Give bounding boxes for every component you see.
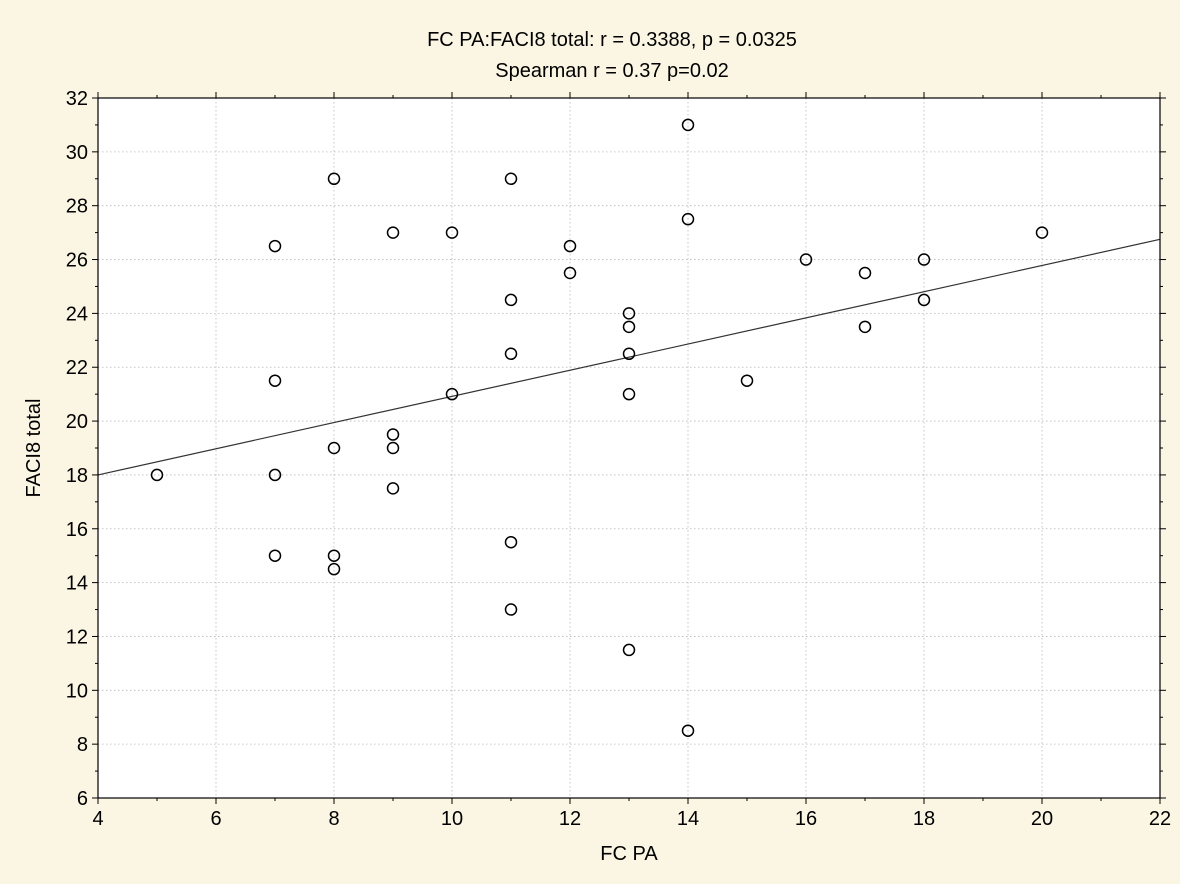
data-point [386,441,400,455]
regression-line [97,238,1161,476]
y-tick-label: 20 [66,411,88,433]
y-tick-label: 24 [66,303,88,325]
data-point [504,172,518,186]
data-point [327,549,341,562]
data-point [268,468,282,482]
data-point [327,441,341,455]
x-tick-label: 10 [441,808,463,830]
regression-line-group [97,238,1161,476]
chart-subtitle: Spearman r = 0.37 p=0.02 [495,60,729,82]
x-tick-label: 20 [1031,808,1053,830]
data-point [799,253,813,266]
y-tick-label: 26 [66,250,88,272]
data-point [858,320,872,334]
y-tick-label: 22 [66,357,88,379]
data-point [917,253,931,266]
grid-lines [98,98,1160,798]
x-tick-label: 12 [559,808,581,830]
y-tick-label: 30 [66,142,88,164]
data-point [622,307,636,320]
data-points [150,118,1049,737]
data-point [681,118,695,132]
y-tick-label: 10 [66,680,88,702]
data-point [917,293,931,307]
data-point [268,374,282,387]
x-tick-label: 6 [210,808,221,830]
data-point [504,347,518,361]
data-point [622,387,636,401]
data-point [681,212,695,226]
data-point [327,562,341,576]
data-point [622,320,636,334]
y-tick-label: 14 [66,573,88,595]
y-tick-label: 32 [66,88,88,110]
data-point [386,226,400,239]
data-point [268,549,282,562]
x-tick-label: 8 [328,808,339,830]
data-point [563,239,577,253]
data-point [150,468,164,482]
data-point [504,535,518,549]
data-point [1035,226,1049,239]
data-point [445,387,459,401]
data-point [563,266,577,280]
x-axis-label: FC PA [600,843,658,865]
y-tick-label: 12 [66,626,88,648]
data-point [622,643,636,657]
x-tick-label: 4 [92,808,103,830]
x-tick-label: 22 [1149,808,1171,830]
y-tick-label: 28 [66,196,88,218]
y-tick-label: 8 [77,734,88,756]
data-point [858,266,872,280]
data-point [504,603,518,616]
data-point [622,347,636,361]
y-axis-label: FACI8 total [23,399,45,498]
data-point [504,293,518,307]
axes: 4 6 8 10 12 14 16 18 20 2268101214161820222426283… [66,88,1171,830]
data-point [386,482,400,495]
y-tick-label: 18 [66,465,88,487]
x-tick-label: 14 [677,808,699,830]
x-tick-label: 18 [913,808,935,830]
data-point [268,239,282,253]
y-tick-label: 16 [66,519,88,541]
plot-area [98,98,1160,798]
chart-title: FC PA:FACI8 total: r = 0.3388, p = 0.032… [427,29,797,51]
data-point [327,172,341,186]
data-point [445,226,459,239]
plot-frame [97,97,1161,799]
y-tick-label: 6 [77,788,88,810]
data-point [740,374,754,387]
x-tick-label: 16 [795,808,817,830]
data-point [681,724,695,737]
data-point [386,428,400,441]
